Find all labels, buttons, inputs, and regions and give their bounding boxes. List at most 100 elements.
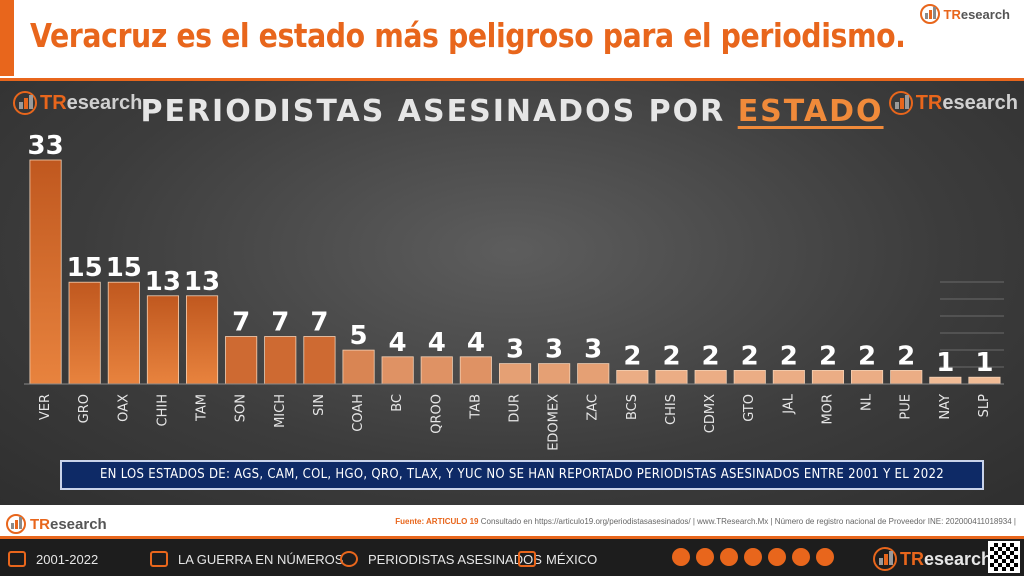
headline-accent xyxy=(0,0,14,76)
linkedin-icon[interactable] xyxy=(792,548,810,566)
note-banner: EN LOS ESTADOS DE: AGS, CAM, COL, HGO, Q… xyxy=(60,460,984,490)
headline-bar: Veracruz es el estado más peligroso para… xyxy=(0,0,1024,76)
source-label: Fuente: ARTICULO 19 xyxy=(395,517,479,526)
data-label: 4 xyxy=(428,328,446,358)
facebook-icon[interactable] xyxy=(768,548,786,566)
data-label: 13 xyxy=(145,267,181,297)
source-detail: Consultado en https://articulo19.org/per… xyxy=(480,517,1016,526)
youtube-icon[interactable] xyxy=(816,548,834,566)
data-label: 5 xyxy=(349,321,367,351)
brand-suffix: esearch xyxy=(50,515,107,533)
data-label: 2 xyxy=(741,341,759,371)
bar-bc xyxy=(381,356,414,385)
twitter-icon[interactable] xyxy=(744,548,762,566)
brand-logo-top: TResearch xyxy=(918,4,1010,24)
headline: Veracruz es el estado más peligroso para… xyxy=(30,16,906,55)
footer-item-periodistas[interactable]: PERIODISTAS ASESINADOS xyxy=(340,551,542,567)
data-label: 2 xyxy=(780,341,798,371)
qr-code[interactable] xyxy=(988,541,1020,573)
brand-suffix: esearch xyxy=(960,6,1010,22)
bar-jal xyxy=(772,369,805,385)
logo-icon xyxy=(886,91,916,115)
data-label: 2 xyxy=(858,341,876,371)
bar-sin xyxy=(303,336,336,385)
data-label: 3 xyxy=(584,335,602,365)
tick-label: TAM xyxy=(195,394,210,422)
mail-icon[interactable] xyxy=(720,548,738,566)
tick-label: BC xyxy=(390,394,405,412)
data-label: 15 xyxy=(67,253,103,283)
data-label: 2 xyxy=(897,341,915,371)
data-label: 15 xyxy=(106,253,142,283)
tick-label: EDOMEX xyxy=(547,394,562,451)
bar-mor xyxy=(811,369,844,385)
tick-label: CDMX xyxy=(703,394,718,433)
tick-label: NAY xyxy=(938,394,953,420)
social-links xyxy=(672,548,840,566)
footer-item-mexico[interactable]: MÉXICO xyxy=(518,551,597,567)
tick-label: CHIH xyxy=(155,394,170,426)
bar-mich xyxy=(264,336,297,385)
logo-icon xyxy=(4,514,30,534)
bar-nl xyxy=(851,369,884,385)
bar-bcs xyxy=(616,369,649,385)
footer-item-period[interactable]: 2001-2022 xyxy=(8,551,98,567)
tick-label: MICH xyxy=(273,394,288,428)
calendar-icon xyxy=(8,551,26,567)
tick-label: VER xyxy=(38,394,53,420)
tick-label: DUR xyxy=(508,394,523,423)
brand-prefix: TR xyxy=(943,6,961,22)
data-label: 33 xyxy=(28,131,64,161)
bar-gto xyxy=(733,369,766,385)
bar-slp xyxy=(968,376,1001,385)
brand-prefix: TR xyxy=(30,515,50,533)
tick-label: BCS xyxy=(625,394,640,420)
brand-logo-footer: TResearch xyxy=(870,547,992,571)
info-icon xyxy=(340,551,358,567)
bar-ver xyxy=(29,159,62,385)
tick-label: PUE xyxy=(899,394,914,420)
brand-prefix: TR xyxy=(915,91,943,114)
data-label: 3 xyxy=(506,335,524,365)
footer-bar: 2001-2022 LA GUERRA EN NÚMEROS PERIODIST… xyxy=(0,536,1024,576)
data-label: 7 xyxy=(232,308,250,338)
tick-label: QROO xyxy=(429,394,444,434)
tick-label: GRO xyxy=(77,394,92,423)
data-label: 1 xyxy=(975,348,993,378)
data-label: 13 xyxy=(184,267,220,297)
footer-item-label: PERIODISTAS ASESINADOS xyxy=(368,551,542,567)
data-label: 7 xyxy=(271,308,289,338)
tick-label: OAX xyxy=(116,394,131,422)
globe-icon[interactable] xyxy=(672,548,690,566)
brand-prefix: TR xyxy=(40,91,67,114)
tick-label: SON xyxy=(234,394,249,422)
brand-logo-bottom: TResearch xyxy=(4,514,107,534)
logo-icon xyxy=(870,547,900,571)
bar-oax xyxy=(107,281,140,385)
brand-logo-right: TResearch xyxy=(886,91,1018,115)
data-label: 2 xyxy=(623,341,641,371)
bar-tab xyxy=(459,356,492,385)
tick-label: NL xyxy=(860,393,875,411)
logo-icon xyxy=(10,91,40,115)
data-label: 2 xyxy=(702,341,720,371)
bar-dur xyxy=(498,363,532,385)
logo-icon xyxy=(918,4,944,24)
tick-label: MOR xyxy=(821,394,836,424)
bar-coah xyxy=(342,349,375,385)
brand-suffix: esearch xyxy=(66,91,143,114)
data-label: 3 xyxy=(545,335,563,365)
tick-label: SIN xyxy=(312,394,327,416)
tick-label: TAB xyxy=(468,394,483,420)
source-text: Fuente: ARTICULO 19 Consultado en https:… xyxy=(395,517,1016,526)
data-label: 1 xyxy=(936,348,954,378)
tick-label: ZAC xyxy=(586,394,601,421)
chart-title: PERIODISTAS ASESINADOS POR ESTADO xyxy=(0,94,1024,129)
tick-label: COAH xyxy=(351,394,366,432)
footer-item-guerra[interactable]: LA GUERRA EN NÚMEROS xyxy=(150,551,343,567)
whatsapp-icon[interactable] xyxy=(696,548,714,566)
bar-edomex xyxy=(538,363,571,385)
data-label: 4 xyxy=(467,328,485,358)
bar-son xyxy=(225,336,258,385)
